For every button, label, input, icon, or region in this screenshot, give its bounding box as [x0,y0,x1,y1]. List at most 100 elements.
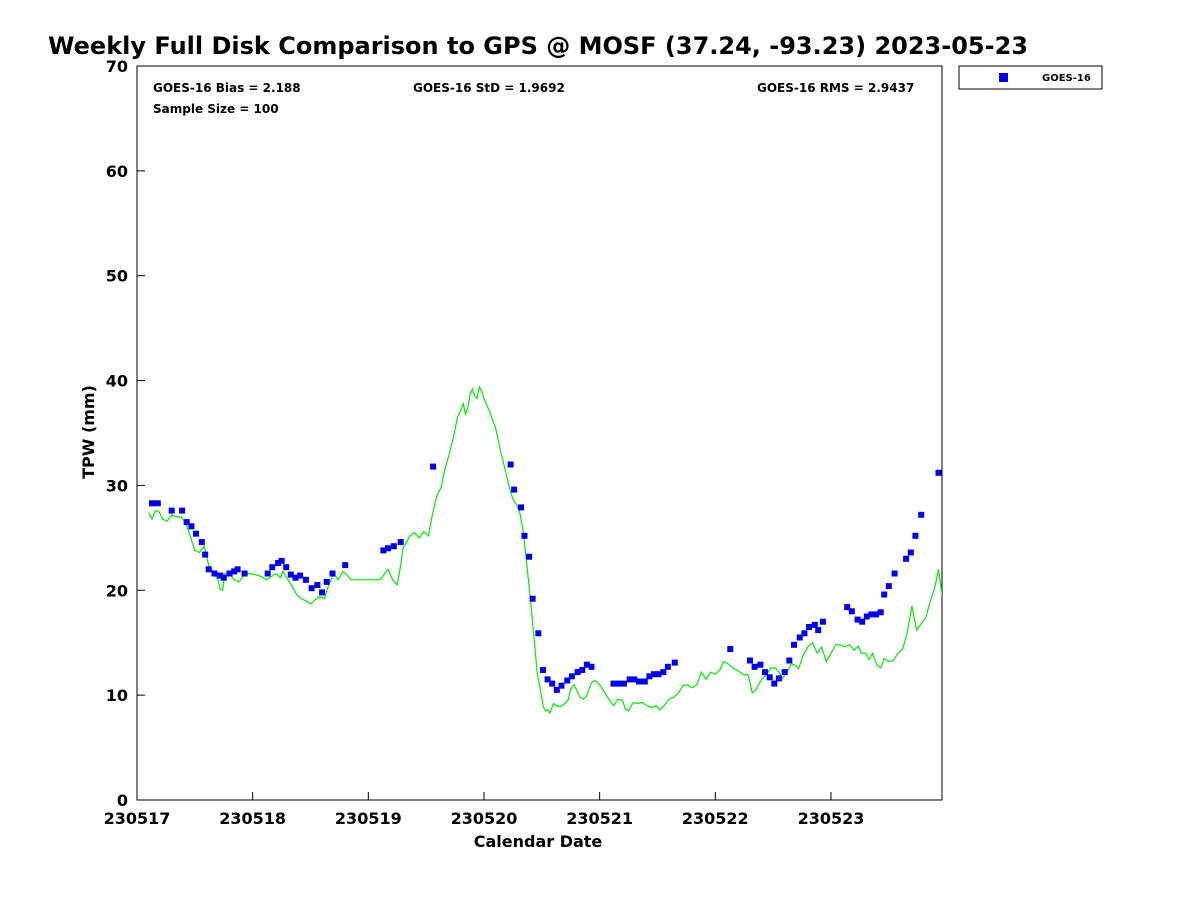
goes16-point [727,646,734,652]
goes16-point [329,570,336,577]
y-axis-label: TPW (mm) [79,385,98,479]
goes16-point [269,564,276,571]
goes16-point [664,663,671,670]
goes16-point [935,469,942,476]
goes16-point [568,673,575,680]
goes16-point [848,608,855,615]
x-axis-ticks: 230517 230518 230519 230520 230521 230522 2305… [104,792,864,828]
goes16-point [241,570,248,577]
goes16-point [791,641,797,648]
bias-stat: GOES-16 Bias = 2.188 [153,81,301,95]
goes16-point [771,680,778,687]
goes16-point [511,486,518,493]
goes16-point [390,543,397,550]
chart-title: Weekly Full Disk Comparison to GPS @ MOS… [48,32,1028,60]
goes16-point [615,680,622,687]
goes16-point [815,627,822,634]
goes16-point [179,507,186,514]
goes16-point [854,616,861,623]
goes16-point [766,674,773,681]
goes16-point [751,663,758,670]
goes16-point [671,659,678,666]
goes16-point [881,591,888,598]
goes16-point [319,589,326,596]
legend: GOES-16 [958,65,1103,90]
goes16-point [641,678,648,685]
goes16-point [877,609,884,616]
goes16-point [183,519,190,526]
plot-area-frame [136,65,943,801]
goes16-point [278,557,285,564]
goes16-point [646,673,653,680]
goes16-point [342,562,349,569]
goes16-point [220,574,227,581]
goes16-point [283,564,290,571]
goes16-point [631,676,638,683]
goes16-point [626,676,633,683]
x-tick-label: 230521 [566,809,633,828]
goes16-point [205,566,212,573]
goes16-point [275,560,282,566]
goes16-point [655,671,662,678]
goes16-point [540,667,546,673]
goes16-point [292,574,299,581]
goes16-point [873,611,880,618]
goes16-point [574,669,581,676]
goes16-point [193,530,199,537]
y-tick-label: 20 [106,581,128,600]
goes16-point [297,572,304,579]
x-tick-label: 230520 [451,809,518,828]
goes16-point [430,463,437,470]
goes16-point [891,570,898,577]
green-series-layer [148,385,942,715]
goes16-point [529,595,536,602]
goes16-point [781,669,788,676]
goes16-point [903,555,910,562]
goes16-point [168,507,175,514]
goes16-point [521,532,528,539]
goes16-point [314,582,321,588]
goes16-point [757,661,764,668]
goes16-point [620,680,627,687]
goes16-point [518,504,524,511]
goes16-point [806,624,812,630]
goes16-point [859,618,866,625]
y-tick-label: 30 [106,476,128,495]
goes16-point [796,634,803,641]
legend-box [958,65,1103,90]
goes16-point [786,657,793,664]
y-tick-label: 50 [106,267,128,286]
x-axis-label: Calendar Date [474,832,603,851]
x-tick-label: 230522 [682,809,749,828]
y-tick-label: 40 [106,372,128,391]
goes16-point [549,680,556,687]
x-tick-label: 230518 [219,809,286,828]
goes16-point [868,611,875,618]
goes16-point [535,630,542,637]
goes16-point [302,576,309,583]
goes16-point [154,500,161,507]
goes16-point [287,571,294,578]
goes16-point [885,583,892,590]
goes16-point [811,621,818,628]
goes16-point [234,566,241,573]
std-stat: GOES-16 StD = 1.9692 [413,81,565,95]
y-tick-label: 0 [117,791,128,810]
goes16-point [211,570,218,577]
goes16-point [863,613,870,620]
goes16-point [801,630,808,637]
goes16-point [918,511,925,518]
goes16-point [583,661,590,668]
goes16-point [188,523,195,530]
goes16-point [264,570,271,577]
goes16-point [323,578,330,585]
goes16-point [636,678,642,685]
goes16-point [819,618,826,625]
rms-stat: GOES-16 RMS = 2.9437 [757,81,914,95]
goes16-point [198,539,205,546]
sample-size-stat: Sample Size = 100 [153,102,279,116]
goes16-point [588,663,595,670]
y-tick-label: 10 [106,686,128,705]
goes16-point [226,570,233,577]
